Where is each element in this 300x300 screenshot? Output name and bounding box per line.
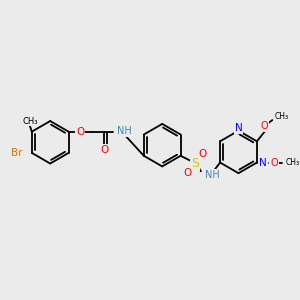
Text: O: O xyxy=(261,121,268,131)
Text: N: N xyxy=(235,123,242,133)
Text: O: O xyxy=(76,127,84,137)
Text: Br: Br xyxy=(11,148,22,158)
Text: CH₃: CH₃ xyxy=(286,158,300,167)
Text: O: O xyxy=(199,149,207,159)
Text: O: O xyxy=(183,168,191,178)
Text: O: O xyxy=(270,158,278,168)
Text: CH₃: CH₃ xyxy=(22,116,38,125)
Text: O: O xyxy=(100,145,109,155)
Text: NH: NH xyxy=(205,170,220,180)
Text: N: N xyxy=(259,158,267,168)
Text: CH₃: CH₃ xyxy=(274,112,288,121)
Text: NH: NH xyxy=(117,126,132,136)
Text: S: S xyxy=(191,157,199,170)
